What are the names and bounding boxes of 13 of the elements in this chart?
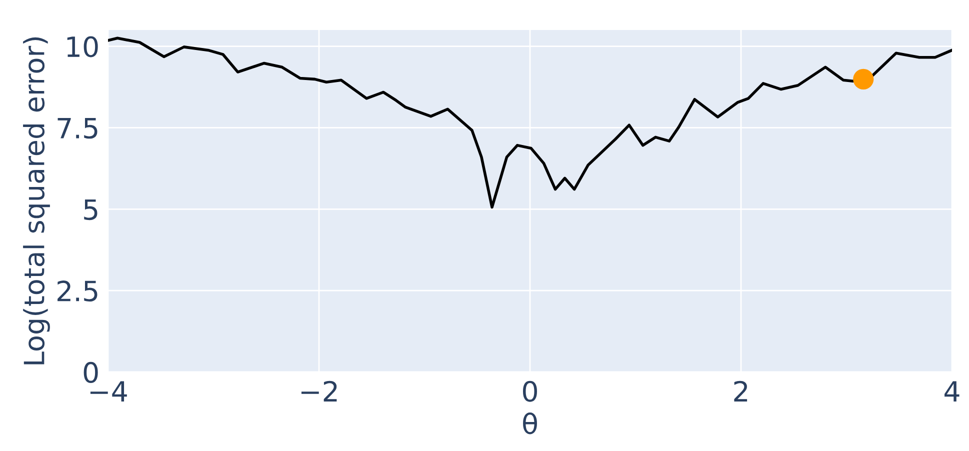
x-tick-label: 4 [944,381,960,402]
x-tick-label: −2 [301,380,337,402]
x-tick-label: −4 [90,381,127,402]
y-tick-label: 5 [84,199,98,220]
y-tick-label: 2.5 [58,280,98,302]
x-axis-title: θ [523,412,537,434]
y-axis-title: Log(total squared error) [23,37,50,364]
x-tick-label: 2 [734,380,748,402]
line-series [108,36,952,209]
y-tick-label: 7.5 [58,118,98,139]
x-tick-label: 0 [522,380,537,402]
y-tick-label: 10 [67,36,98,58]
y-tick-label: 0 [84,362,98,383]
